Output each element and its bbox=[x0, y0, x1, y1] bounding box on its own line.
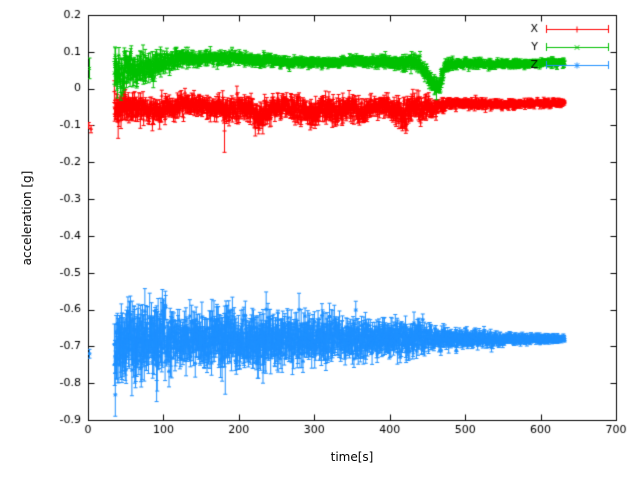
x-axis-label: time[s] bbox=[330, 450, 374, 464]
y-axis-label: acceleration [g] bbox=[20, 170, 34, 266]
